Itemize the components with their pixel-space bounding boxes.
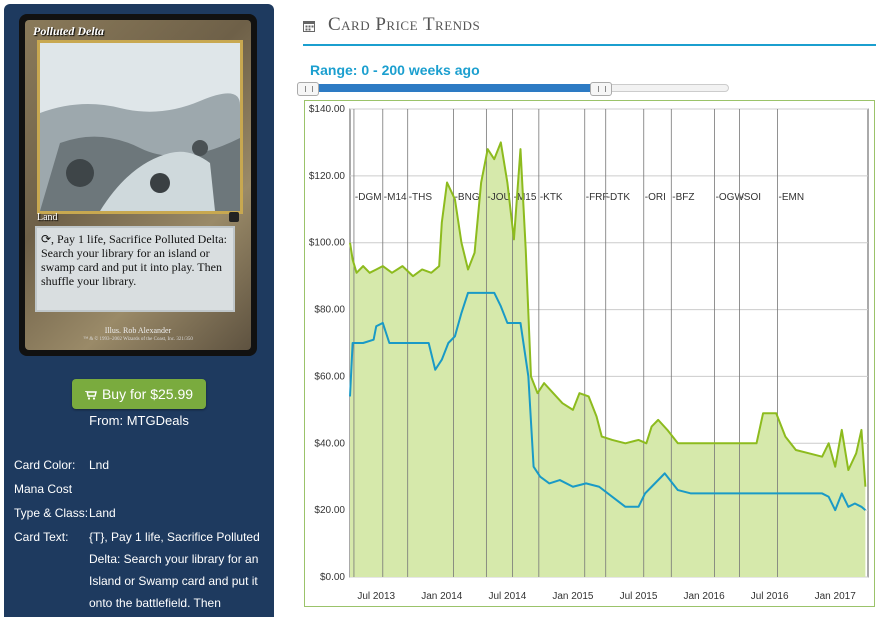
set-release-label: -EMN: [779, 192, 805, 203]
slider-handle-end[interactable]: [589, 82, 612, 96]
price-chart: $0.00 $20.00 $40.00 $60.00 $80.00 $100.00 $120…: [304, 100, 875, 607]
set-release-label: -KTK: [540, 192, 563, 203]
set-release-label: -OGW: [716, 192, 745, 203]
set-release-label: -FRF: [586, 192, 609, 203]
title-divider: [303, 44, 876, 46]
card-rules-text: ⟳, Pay 1 life, Sacrifice Polluted Delta:…: [35, 226, 235, 312]
y-tick-label: $100.00: [309, 238, 346, 249]
card-illustrator: Illus. Rob Alexander: [104, 326, 172, 335]
price-chart-svg: $0.00 $20.00 $40.00 $60.00 $80.00 $100.00 $120…: [309, 104, 869, 602]
set-release-label: -M15: [514, 192, 537, 203]
buy-button[interactable]: Buy for $25.99: [72, 379, 206, 409]
set-release-label: -BFZ: [672, 192, 694, 203]
info-value: {T}, Pay 1 life, Sacrifice Polluted Delt…: [89, 530, 260, 610]
card-image: Polluted Delta Land ⟳, Pay 1 life, Sacri…: [19, 14, 257, 356]
card-artwork: [37, 40, 243, 214]
info-value: Lnd: [89, 458, 110, 472]
series-line-green: [349, 141, 867, 487]
card-copyright: ™ & © 1993–2002 Wizards of the Coast, In…: [83, 337, 193, 342]
info-label: Type & Class:: [14, 506, 89, 520]
section-title: Card Price Trends: [328, 14, 481, 35]
info-label: Card Color:: [14, 458, 76, 472]
card-detail-panel: Polluted Delta Land ⟳, Pay 1 life, Sacri…: [4, 4, 274, 617]
info-label: Mana Cost: [14, 482, 73, 496]
shopping-cart-icon: [84, 391, 97, 400]
set-release-label: -BNG: [455, 192, 480, 203]
set-release-label: -M14: [384, 192, 407, 203]
seller-name: From: MTGDeals: [89, 413, 189, 428]
y-tick-label: $60.00: [314, 371, 345, 382]
landscape-art: [40, 43, 240, 211]
y-tick-label: $120.00: [309, 171, 346, 182]
series-line-blue: [349, 291, 867, 512]
set-release-label: -DTK: [607, 192, 631, 203]
y-tick-label: $140.00: [309, 104, 346, 115]
set-release-label: -JOU: [487, 192, 510, 203]
set-release-label: -THS: [409, 192, 433, 203]
x-tick-label: Jul 2013: [357, 591, 395, 602]
x-tick-label: Jan 2017: [815, 591, 857, 602]
x-tick-label: Jan 2015: [552, 591, 594, 602]
series-area-fill: [350, 142, 866, 577]
x-tick-label: Jan 2014: [421, 591, 463, 602]
info-value: Land: [89, 506, 116, 520]
buy-button-label: Buy for $25.99: [101, 386, 194, 402]
set-release-label: -SOI: [740, 192, 761, 203]
set-release-label: -DGM: [355, 192, 382, 203]
info-label: Card Text:: [14, 530, 69, 544]
card-name: Polluted Delta: [33, 24, 104, 38]
card-type-line: Land: [37, 212, 58, 223]
set-release-label: -ORI: [645, 192, 666, 203]
slider-handle-start[interactable]: [297, 82, 319, 96]
y-tick-label: $80.00: [314, 305, 345, 316]
card-frame: Polluted Delta Land ⟳, Pay 1 life, Sacri…: [25, 20, 251, 350]
y-tick-label: $20.00: [314, 505, 345, 516]
x-tick-label: Jul 2016: [751, 591, 789, 602]
slider-selected-range: [308, 84, 601, 92]
x-tick-label: Jul 2015: [620, 591, 658, 602]
x-tick-label: Jul 2014: [488, 591, 526, 602]
y-tick-label: $0.00: [320, 572, 345, 583]
range-slider[interactable]: [297, 82, 729, 96]
y-tick-label: $40.00: [314, 438, 345, 449]
range-label: Range: 0 - 200 weeks ago: [310, 62, 480, 78]
set-symbol-icon: [229, 212, 239, 222]
calendar-icon: [303, 21, 315, 32]
x-tick-label: Jan 2016: [683, 591, 725, 602]
